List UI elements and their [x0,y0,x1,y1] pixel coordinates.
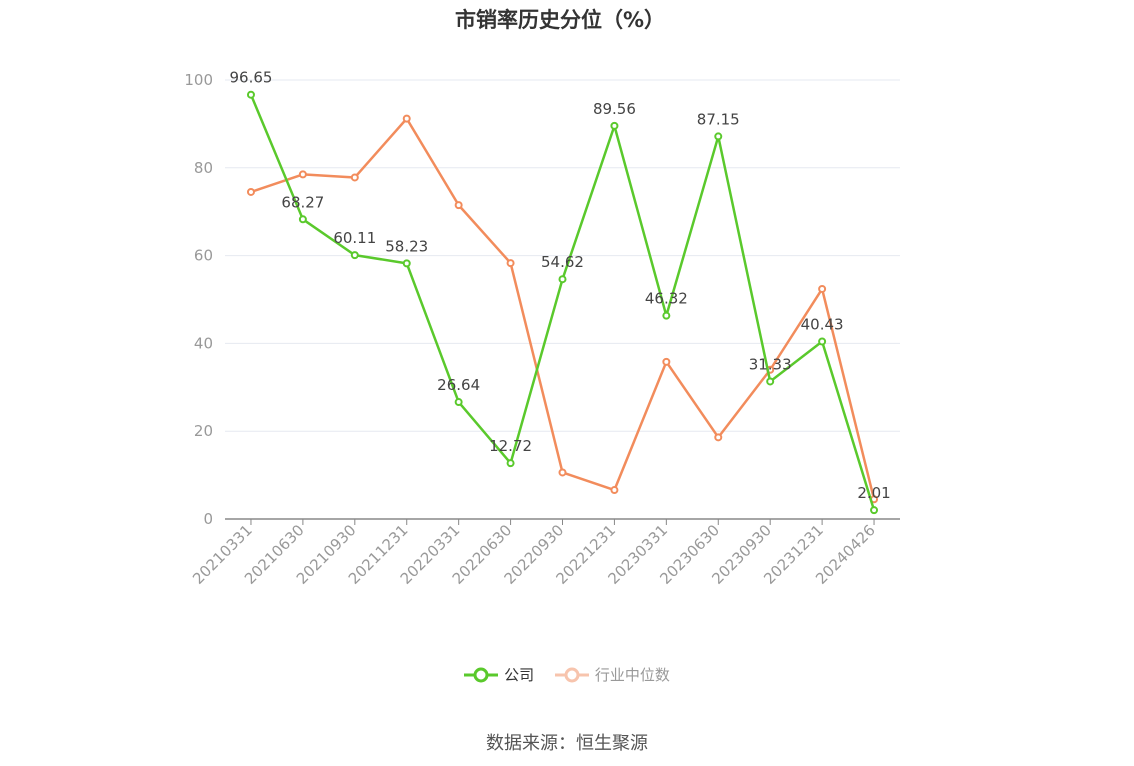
data-label-company: 12.72 [489,437,532,455]
data-point-industry [246,187,255,196]
data-point-company [454,398,463,407]
data-point-industry [818,284,827,293]
data-point-company [506,459,515,468]
legend-industry-marker-icon [554,667,589,682]
data-point-industry [350,173,359,182]
data-point-company [402,259,411,268]
data-label-company: 60.11 [333,229,376,247]
data-point-company [818,337,827,346]
data-label-company: 40.43 [801,316,844,334]
data-point-industry [558,468,567,477]
data-point-company [558,275,567,284]
data-label-company: 26.64 [437,376,480,394]
data-point-company [714,132,723,141]
y-tick-label: 60 [194,247,213,265]
data-point-industry [610,486,619,495]
data-label-company: 54.62 [541,253,584,271]
data-point-company [246,90,255,99]
chart-title: 市销率历史分位（%） [454,8,666,32]
data-label-company: 89.56 [593,100,636,118]
data-point-industry [662,357,671,366]
legend-company-label: 公司 [504,666,535,684]
data-point-company [662,311,671,320]
data-point-company [870,506,879,515]
data-point-company [298,215,307,224]
y-tick-label: 20 [194,422,213,440]
series-line-industry [250,117,876,500]
data-label-company: 46.32 [645,290,688,308]
y-tick-label: 0 [203,510,213,528]
y-tick-label: 100 [184,71,213,89]
data-point-industry [506,259,515,268]
data-point-company [766,377,775,386]
legend-item-industry-median[interactable]: 行业中位数 [554,664,670,685]
data-label-company: 96.65 [229,69,272,87]
data-labels: 96.65 68.27 60.11 58.23 26.64 12.72 54.62 89.56… [229,69,890,502]
data-label-company: 2.01 [857,484,890,502]
data-point-industry [714,433,723,442]
series-line-company [249,94,876,511]
data-point-company [350,251,359,260]
legend-industry-label: 行业中位数 [594,666,670,684]
data-label-company: 58.23 [385,237,428,255]
y-tick-label: 80 [194,159,213,177]
legend: 公司 行业中位数 [0,664,1134,687]
axes: 0204060801002021033120210630202109302021… [184,71,900,588]
gridlines [225,79,900,432]
data-point-industry [298,170,307,179]
data-label-company: 31.33 [749,355,792,373]
legend-item-company[interactable]: 公司 [464,664,534,685]
y-tick-label: 40 [194,334,213,352]
series-lines [246,90,879,515]
legend-company-marker-icon [464,667,499,682]
data-point-industry [402,114,411,123]
data-source-note: 数据来源：恒生聚源 [486,733,648,754]
data-label-company: 87.15 [697,110,740,128]
data-label-company: 68.27 [281,193,324,211]
data-point-company [610,121,619,130]
data-point-industry [454,201,463,210]
